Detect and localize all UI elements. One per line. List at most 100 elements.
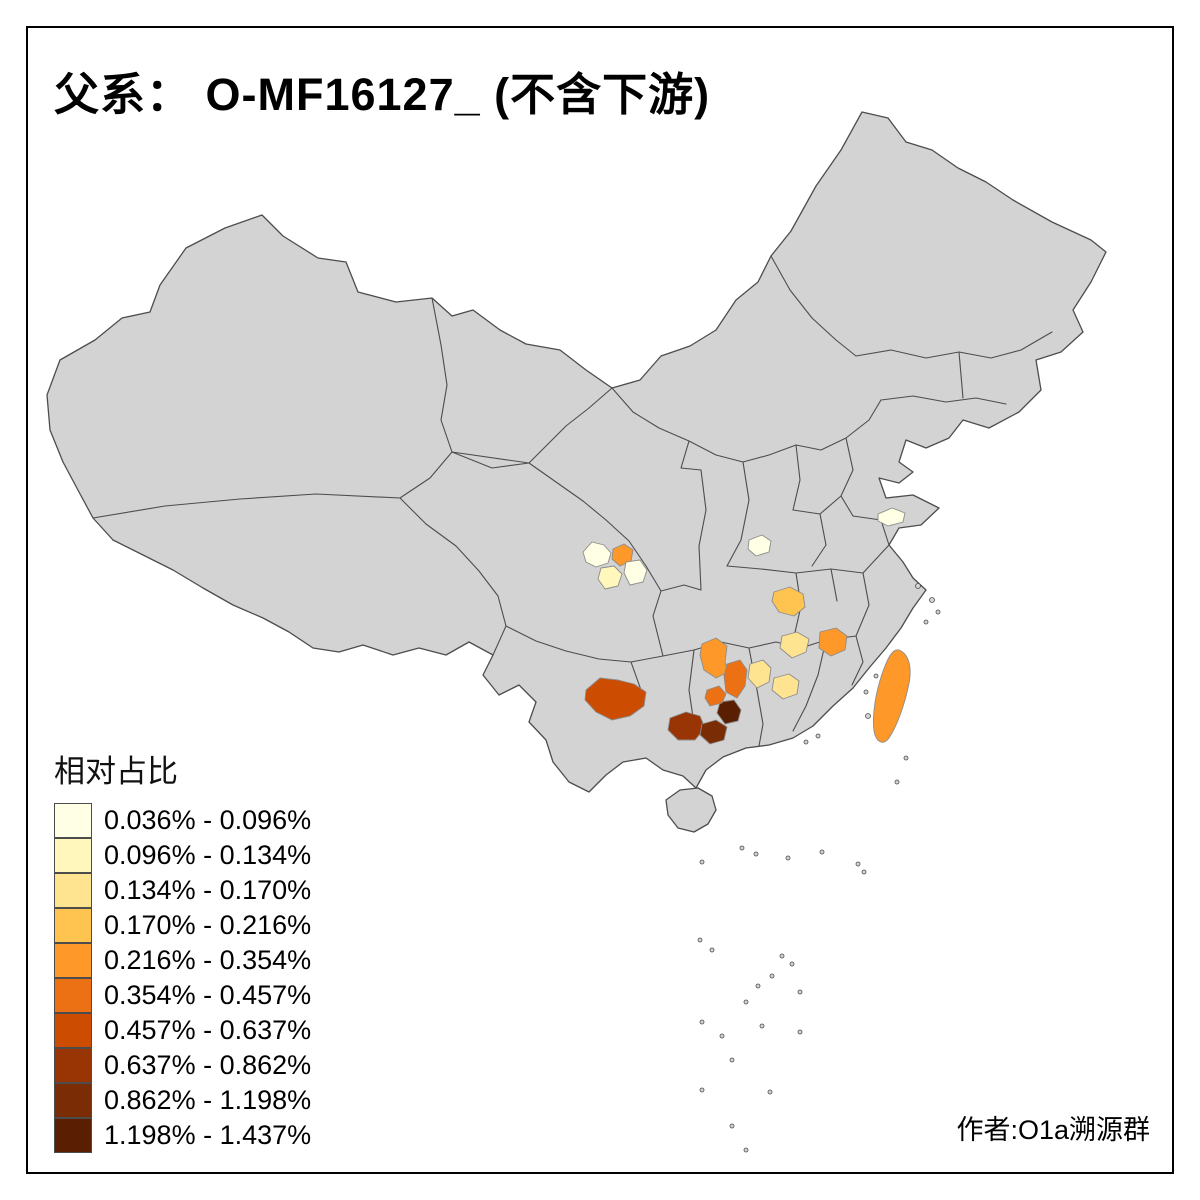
province-border-line	[605, 519, 662, 617]
legend-item: 0.457% - 0.637%	[54, 1013, 311, 1048]
island-dot	[785, 855, 791, 861]
province-border-line	[726, 544, 890, 574]
island-dot	[743, 999, 749, 1005]
island-dot	[863, 689, 869, 695]
province-border-line	[830, 568, 838, 602]
province-border-line	[726, 461, 750, 567]
island-dot	[767, 1089, 773, 1095]
taiwan-region	[873, 649, 911, 743]
map-region	[623, 559, 648, 586]
province-border-line	[840, 437, 854, 517]
legend-swatch	[54, 908, 92, 943]
island-dot	[903, 755, 909, 761]
island-dot	[739, 845, 745, 851]
island-dot	[915, 583, 921, 589]
province-border-line	[680, 440, 702, 471]
map-region	[723, 659, 748, 699]
legend-item: 0.096% - 0.134%	[54, 838, 311, 873]
legend-item: 0.637% - 0.862%	[54, 1048, 311, 1083]
island-dot	[803, 739, 809, 745]
author-credit: 作者:O1a溯源群	[956, 1115, 1150, 1145]
legend-item: 0.354% - 0.457%	[54, 978, 311, 1013]
map-region	[771, 586, 806, 617]
island-dot	[894, 779, 900, 785]
legend-label: 0.036% - 0.096%	[104, 805, 312, 835]
legend-swatch	[54, 1118, 92, 1153]
legend-label: 0.170% - 0.216%	[104, 910, 312, 940]
province-border-line	[688, 649, 695, 725]
legend-swatch	[54, 1013, 92, 1048]
island-dot	[789, 961, 795, 967]
map-region	[818, 627, 848, 657]
legend-label: 0.134% - 0.170%	[104, 875, 312, 905]
province-border-line	[528, 462, 607, 521]
island-dot	[753, 851, 759, 857]
island-dot	[743, 1147, 749, 1153]
island-dot	[699, 859, 705, 865]
legend-label: 1.198% - 1.437%	[104, 1120, 312, 1150]
map-region	[747, 659, 772, 689]
island-dot	[873, 673, 879, 679]
legend-item: 0.134% - 0.170%	[54, 873, 311, 908]
legend-title: 相对占比	[54, 754, 178, 789]
island-dot	[697, 937, 703, 943]
island-dot	[855, 861, 861, 867]
island-dot	[797, 989, 803, 995]
figure-title: 父系： O-MF16127_ (不含下游)	[54, 69, 711, 120]
island-dot	[861, 869, 867, 875]
map-region	[597, 565, 623, 590]
island-dot	[923, 619, 929, 625]
island-dot	[935, 609, 941, 615]
map-region	[582, 541, 612, 568]
province-border-line	[652, 615, 664, 657]
province-border-line	[660, 545, 702, 592]
map-region	[877, 507, 906, 527]
province-border-line	[611, 387, 882, 463]
map-region	[704, 685, 727, 707]
legend-item: 0.862% - 1.198%	[54, 1083, 311, 1118]
legend-item: 0.036% - 0.096%	[54, 803, 311, 838]
small-islands	[697, 583, 941, 1153]
island-dot	[819, 849, 825, 855]
island-dot	[779, 953, 785, 959]
province-border-line	[851, 635, 864, 686]
province-border-line	[792, 444, 801, 511]
island-dot	[729, 1123, 735, 1129]
island-dot	[709, 947, 715, 953]
map-region	[779, 631, 810, 659]
province-border-line	[770, 255, 857, 357]
map-region	[699, 719, 728, 745]
legend-item: 0.170% - 0.216%	[54, 908, 311, 943]
island-dot	[815, 733, 821, 739]
island-dot	[755, 983, 761, 989]
map-region	[716, 699, 742, 725]
legend-label: 0.637% - 0.862%	[104, 1050, 312, 1080]
map-region	[584, 677, 647, 721]
island-dot	[699, 1087, 705, 1093]
province-border-line	[880, 395, 1007, 405]
legend-swatch	[54, 1048, 92, 1083]
map-region	[771, 673, 800, 700]
legend-label: 0.354% - 0.457%	[104, 980, 312, 1010]
map-region	[747, 534, 772, 557]
province-border-line	[451, 451, 530, 469]
legend-label: 0.216% - 0.354%	[104, 945, 312, 975]
highlighted-regions	[582, 507, 911, 745]
legend-swatch	[54, 838, 92, 873]
legend-label: 0.862% - 1.198%	[104, 1085, 312, 1115]
island-dot	[929, 597, 935, 603]
legend-swatch	[54, 873, 92, 908]
island-dot	[865, 713, 871, 719]
island-dot	[759, 1023, 765, 1029]
island-dot	[699, 1019, 705, 1025]
legend-label: 0.457% - 0.637%	[104, 1015, 312, 1045]
china-mainland-shape	[46, 111, 1107, 793]
hainan-island	[665, 787, 717, 833]
legend-item: 1.198% - 1.437%	[54, 1118, 311, 1153]
province-border-line	[92, 493, 401, 519]
legend-label: 0.096% - 0.134%	[104, 840, 312, 870]
island-dot	[719, 1033, 725, 1039]
legend-swatch	[54, 978, 92, 1013]
